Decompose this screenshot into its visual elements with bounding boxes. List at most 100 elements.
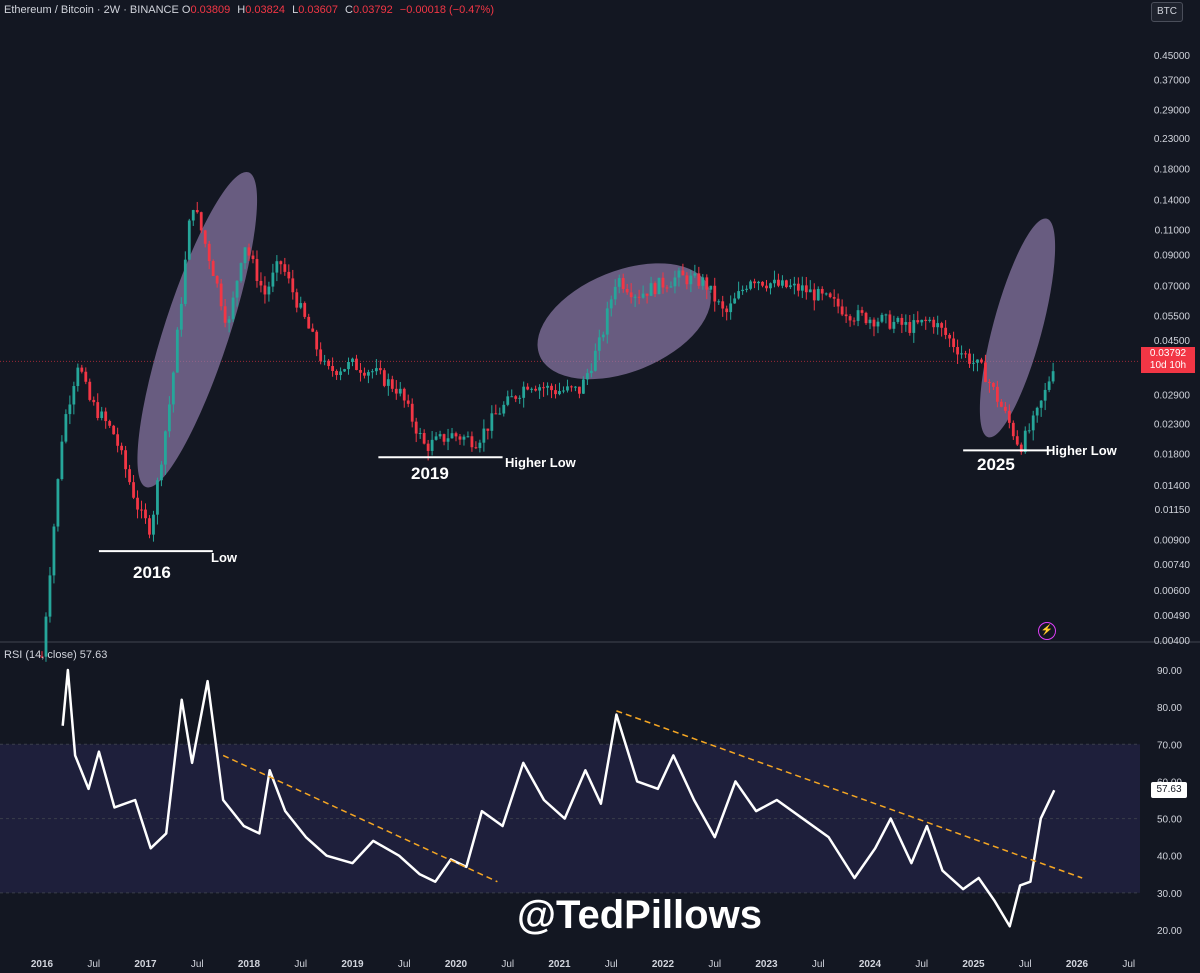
highlight-2025[interactable] <box>965 212 1071 443</box>
candle-171 <box>721 295 725 317</box>
candle-17 <box>108 419 112 429</box>
candle-213 <box>888 310 892 330</box>
candle-35 <box>179 297 183 337</box>
candle-125 <box>538 384 541 399</box>
candle-115 <box>498 407 502 415</box>
candle-90 <box>398 381 402 397</box>
time-tick-16: 2024 <box>859 959 882 970</box>
candle-65 <box>299 296 303 310</box>
candle-72 <box>327 358 331 370</box>
candle-114 <box>494 404 498 415</box>
candle-61 <box>283 257 287 276</box>
candle-25 <box>140 500 143 519</box>
candle-157 <box>665 285 669 293</box>
candle-75 <box>339 367 342 381</box>
time-tick-13: Jul <box>708 959 721 970</box>
time-tick-5: Jul <box>294 959 307 970</box>
price-tick-15: 0.01150 <box>1155 505 1191 516</box>
candle-0 <box>40 651 44 658</box>
candle-84 <box>374 359 378 376</box>
higher-low-2025-label: Higher Low <box>1046 443 1117 458</box>
candle-193 <box>808 280 812 293</box>
change-value: −0.00018 (−0.47%) <box>399 4 494 16</box>
candle-98 <box>430 431 434 456</box>
candle-77 <box>347 357 350 375</box>
candle-184 <box>773 270 776 288</box>
support-lines <box>98 449 1052 553</box>
rsi-trendline-2[interactable] <box>616 710 1083 879</box>
candle-11 <box>84 367 88 385</box>
currency-button[interactable]: BTC <box>1151 2 1183 22</box>
candle-186 <box>781 275 784 289</box>
lightning-icon[interactable]: ⚡ <box>1038 622 1056 640</box>
candle-71 <box>323 354 327 366</box>
candle-135 <box>578 386 581 399</box>
price-tick-4: 0.18000 <box>1154 165 1191 176</box>
price-tick-16: 0.00900 <box>1154 536 1191 547</box>
candle-132 <box>566 379 569 393</box>
time-tick-18: 2025 <box>962 959 985 970</box>
rsi-trendlines <box>222 710 1083 883</box>
candle-14 <box>96 393 100 421</box>
candle-231 <box>960 345 963 359</box>
candle-96 <box>422 429 426 445</box>
candle-117 <box>506 390 510 407</box>
candle-139 <box>593 343 597 372</box>
candle-174 <box>733 292 737 304</box>
candle-204 <box>852 317 856 326</box>
candle-57 <box>267 281 271 302</box>
candle-162 <box>685 272 689 290</box>
candle-79 <box>355 354 358 371</box>
candle-107 <box>466 431 470 438</box>
low-label: L <box>292 4 299 16</box>
candle-240 <box>995 380 999 408</box>
candle-55 <box>259 272 263 293</box>
candle-104 <box>454 431 458 442</box>
candle-83 <box>371 368 374 379</box>
candle-159 <box>673 270 677 294</box>
candle-207 <box>864 311 868 325</box>
candle-88 <box>390 375 394 393</box>
time-tick-12: 2022 <box>652 959 675 970</box>
candle-232 <box>964 350 967 359</box>
candle-123 <box>530 387 534 393</box>
candle-216 <box>900 313 904 334</box>
candle-242 <box>1003 402 1007 414</box>
candle-82 <box>367 369 370 384</box>
candle-200 <box>836 293 840 314</box>
candle-206 <box>860 306 864 316</box>
candle-227 <box>944 320 948 340</box>
candle-241 <box>999 399 1003 408</box>
candle-129 <box>554 384 557 399</box>
rsi-trendline-1[interactable] <box>222 754 498 883</box>
candle-224 <box>932 316 936 334</box>
candle-208 <box>868 316 872 330</box>
price-tick-0: 0.45000 <box>1154 51 1191 62</box>
high-value: 0.03824 <box>245 4 285 16</box>
candle-239 <box>992 382 995 391</box>
low-2016-label: Low <box>211 550 237 565</box>
candle-24 <box>136 490 139 519</box>
rsi-tick-4: 50.00 <box>1157 815 1182 826</box>
highlight-2021[interactable] <box>521 240 728 402</box>
price-tick-8: 0.07000 <box>1154 282 1191 293</box>
candle-218 <box>908 314 912 336</box>
candle-37 <box>187 218 191 261</box>
candle-191 <box>800 276 804 299</box>
candle-6 <box>64 409 68 444</box>
candle-58 <box>271 263 275 293</box>
candle-131 <box>562 386 565 394</box>
highlight-2017[interactable] <box>115 162 279 497</box>
candle-175 <box>737 281 741 300</box>
candle-46 <box>223 298 227 328</box>
candle-137 <box>585 368 589 385</box>
candle-126 <box>542 382 545 397</box>
candle-54 <box>255 250 259 288</box>
candle-201 <box>840 299 844 317</box>
candle-182 <box>765 279 768 292</box>
candle-185 <box>777 273 780 288</box>
candle-215 <box>896 316 900 324</box>
time-tick-6: 2019 <box>341 959 364 970</box>
candle-8 <box>72 381 76 415</box>
candle-89 <box>394 380 398 400</box>
